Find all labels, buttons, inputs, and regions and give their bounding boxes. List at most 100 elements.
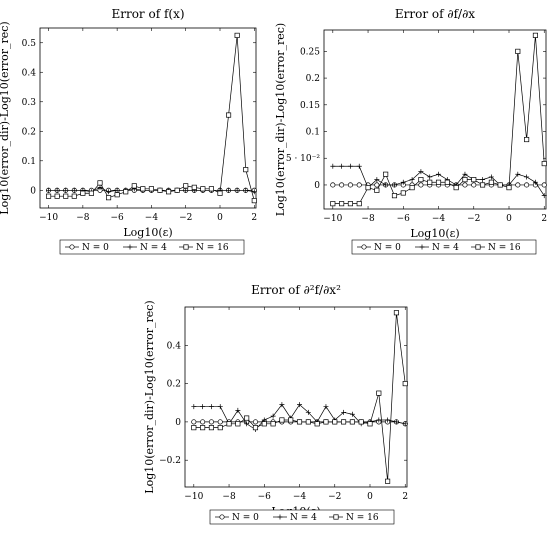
data-point (374, 182, 380, 188)
data-point (114, 192, 120, 198)
data-point (367, 421, 373, 427)
x-tick-label: −6 (397, 214, 411, 224)
data-point (471, 182, 477, 188)
legend-label: N = 4 (140, 243, 167, 253)
data-point (400, 179, 406, 185)
data-point (462, 171, 468, 177)
data-point (208, 425, 214, 431)
data-point (497, 182, 503, 188)
data-point (385, 417, 391, 423)
data-point (374, 187, 380, 193)
y-tick-label: 0.1 (306, 128, 320, 138)
legend-frame (209, 509, 395, 525)
data-point (393, 419, 399, 425)
data-point (63, 187, 69, 193)
data-point (515, 182, 521, 188)
data-point (297, 402, 303, 408)
y-tick-label: 0.5 (22, 39, 37, 49)
data-point (217, 419, 223, 425)
data-point (226, 187, 232, 193)
data-point (383, 171, 389, 177)
data-point (347, 163, 353, 169)
data-point (341, 409, 347, 415)
data-point (148, 186, 154, 192)
y-tick-label: 0.15 (300, 101, 320, 111)
data-point (106, 189, 112, 195)
data-point (251, 189, 257, 195)
data-point (234, 187, 240, 193)
y-tick-label: 0.25 (300, 47, 320, 57)
data-point (200, 186, 206, 192)
data-point (488, 174, 494, 180)
legend-label: N = 16 (488, 243, 521, 253)
data-point (436, 171, 442, 177)
data-point (279, 417, 285, 423)
x-axis-label: Log10(ε) (123, 226, 172, 239)
chart-title: Error of ∂²f/∂x² (251, 283, 341, 297)
data-point (200, 425, 206, 431)
data-point (261, 421, 267, 427)
y-tick-label: 0.1 (22, 157, 36, 167)
x-tick-label: −6 (111, 213, 125, 223)
y-tick-label: 0.2 (22, 127, 36, 137)
data-point (106, 195, 112, 201)
data-point (515, 171, 521, 177)
data-point (541, 161, 547, 167)
data-point (80, 190, 86, 196)
data-point (341, 419, 347, 425)
legend: N = 0 N = 4 N = 16 (351, 239, 537, 255)
data-point (279, 402, 285, 408)
legend-swatch-marker (419, 244, 425, 250)
data-point (541, 182, 547, 188)
legend-swatch-marker (475, 244, 481, 250)
data-point (391, 182, 397, 188)
x-tick-label: −10 (184, 492, 203, 502)
legend-label: N = 0 (232, 513, 259, 523)
data-point (323, 404, 329, 410)
data-point (330, 163, 336, 169)
legend: N = 0 N = 4 N = 16 (59, 239, 245, 255)
y-tick-label: 0.2 (306, 74, 320, 84)
data-point (376, 417, 382, 423)
data-point (330, 201, 336, 207)
data-point (191, 419, 197, 425)
data-point (391, 193, 398, 199)
data-point (226, 112, 232, 118)
data-point (409, 185, 415, 191)
data-point (400, 190, 406, 196)
data-point (243, 187, 249, 193)
data-point (314, 421, 320, 427)
x-tick-label: −2 (328, 492, 341, 502)
legend-swatch-marker (127, 244, 133, 250)
y-axis-label: Log10(error_dir)-Log10(error_rec) (0, 21, 11, 214)
data-point (541, 193, 547, 199)
x-tick-label: 2 (402, 492, 408, 502)
y-tick-label: 0.2 (167, 380, 181, 390)
y-tick-label: 0.4 (167, 341, 182, 351)
chart-title: Error of ∂f/∂x (395, 7, 475, 21)
legend-swatch-marker (333, 514, 339, 520)
data-point (418, 177, 424, 183)
x-tick-label: 0 (367, 492, 373, 502)
data-point (524, 136, 530, 143)
data-point (339, 182, 345, 188)
data-point (244, 415, 250, 421)
data-point (183, 187, 189, 193)
data-point (323, 419, 329, 425)
data-point (243, 167, 249, 173)
data-point (191, 404, 197, 410)
data-point (288, 417, 294, 423)
data-point (234, 32, 240, 38)
chart-error-df-dx: Error of ∂f/∂x −10 −8 −6 −4 −2 0 2 0 5 · 10⁻² 0.1 0… (274, 7, 547, 255)
data-point (365, 185, 371, 191)
data-point (374, 177, 380, 183)
data-point (235, 421, 241, 427)
data-point (385, 478, 391, 484)
data-point (252, 425, 259, 431)
x-tick-label: −10 (323, 214, 342, 224)
x-tick-label: −4 (293, 492, 307, 502)
data-point (54, 193, 60, 199)
data-point (123, 189, 129, 195)
data-point (97, 184, 103, 190)
data-point (524, 174, 530, 180)
